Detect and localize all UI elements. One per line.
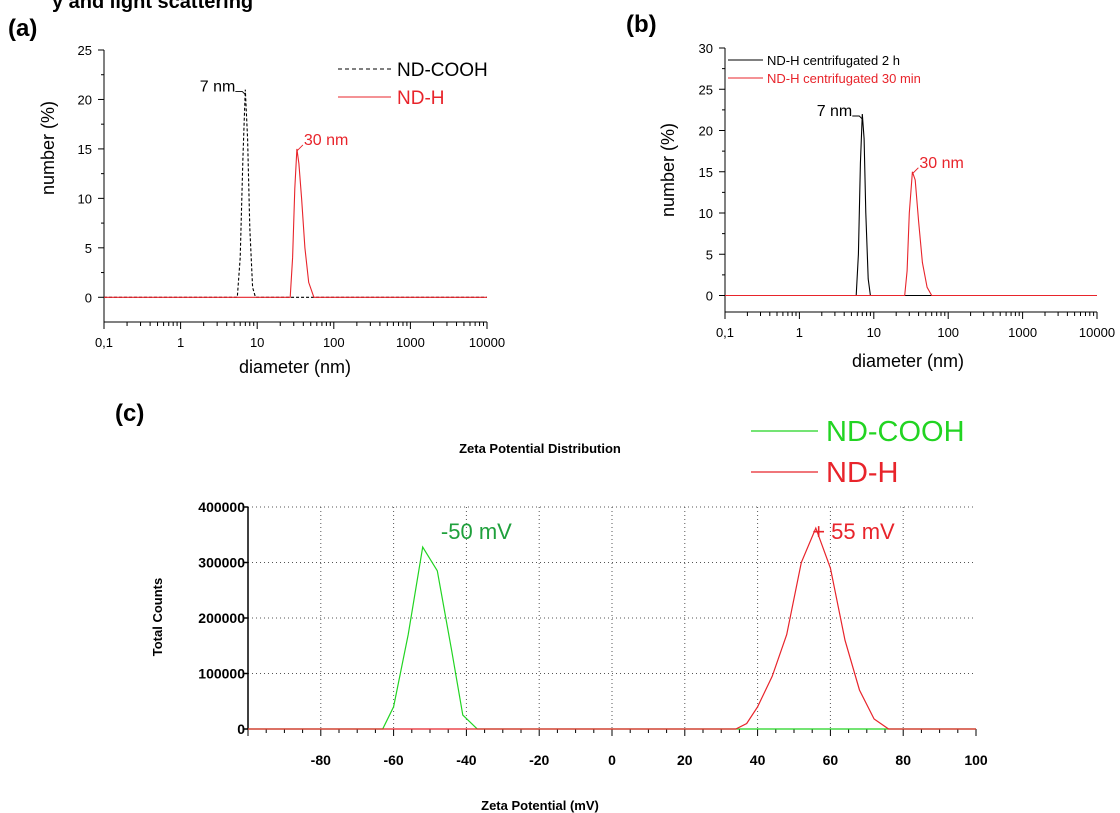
panel-c-x-tick-label: -40 xyxy=(456,752,476,768)
panel-c-series-0-line xyxy=(248,545,976,730)
panel-b-x-tick-label: 10 xyxy=(867,325,881,340)
heading-fragment: y and light scattering xyxy=(52,0,253,13)
panel-c-x-tick-label: -20 xyxy=(529,752,549,768)
panel-b-y-tick-label: 10 xyxy=(699,206,713,221)
panel-c-x-tick-label: 0 xyxy=(608,752,616,768)
panel-c-y-tick-label: 400000 xyxy=(198,499,245,515)
panel-a-x-tick-label: 10000 xyxy=(469,335,505,350)
panel-b-y-tick-label: 25 xyxy=(699,82,713,97)
panel-c-label: (c) xyxy=(115,400,144,427)
panel-a-x-tick-label: 10 xyxy=(250,335,264,350)
panel-c-title: Zeta Potential Distribution xyxy=(459,441,621,456)
panel-a-label: (a) xyxy=(8,15,37,42)
panel-b-annotation-30nm-leader xyxy=(912,167,919,175)
panel-a-y-tick-label: 0 xyxy=(85,290,92,305)
panel-c-x-tick-label: -80 xyxy=(311,752,331,768)
panel-b-annotation-7nm-leader xyxy=(852,115,863,120)
panel-b-x-tick-label: 10000 xyxy=(1079,325,1115,340)
panel-c-legend-nd-cooh: ND-COOH xyxy=(826,416,965,448)
panel-b-series-1-line xyxy=(725,171,1097,297)
panel-c-x-tick-label: -60 xyxy=(383,752,403,768)
panel-c-y-tick-label: 0 xyxy=(237,721,245,737)
panel-a-y-tick-label: 10 xyxy=(78,191,92,206)
panel-a-series-0-line xyxy=(104,89,487,298)
panel-b-y-axis-title: number (%) xyxy=(658,123,678,217)
panel-b-annotation-7nm: 7 nm xyxy=(817,103,853,120)
panel-c-annotation-h: + 55 mV xyxy=(812,519,895,544)
panel-b-annotation-30nm: 30 nm xyxy=(919,155,963,172)
panel-c-x-axis-title: Zeta Potential (mV) xyxy=(481,798,599,813)
panel-a-annotation-7nm-leader xyxy=(235,91,246,95)
chart-panel-a: 0 5 10 15 20 25 0,1 1 10 100 1000 10000 7 nm 30 nm di… xyxy=(38,43,505,377)
panel-c-y-tick-label: 300000 xyxy=(198,555,245,571)
panel-b-legend-30min: ND-H centrifugated 30 min xyxy=(767,71,921,86)
panel-c-x-tick-label: 100 xyxy=(964,752,988,768)
panel-c-y-axis-title: Total Counts xyxy=(150,578,165,656)
panel-a-x-axis-title: diameter (nm) xyxy=(239,357,351,377)
panel-c-x-tick-label: 80 xyxy=(895,752,911,768)
panel-b-x-axis-title: diameter (nm) xyxy=(852,351,964,371)
panel-b-x-tick-label: 1000 xyxy=(1008,325,1037,340)
panel-b-y-tick-label: 0 xyxy=(706,289,713,304)
panel-b-y-tick-label: 5 xyxy=(706,247,713,262)
panel-b-label: (b) xyxy=(626,11,657,38)
panel-a-y-tick-label: 25 xyxy=(78,43,92,58)
panel-c-x-tick-label: 40 xyxy=(750,752,766,768)
panel-c-annotation-cooh: -50 mV xyxy=(441,519,512,544)
panel-a-annotation-7nm: 7 nm xyxy=(200,79,236,96)
panel-a-x-tick-label: 0,1 xyxy=(95,335,113,350)
panel-b-x-tick-label: 1 xyxy=(796,325,803,340)
chart-panel-c: Zeta Potential Distribution 0 100000 20000… xyxy=(150,416,988,813)
panel-b-series-0-line xyxy=(725,113,1097,297)
panel-a-annotation-30nm: 30 nm xyxy=(304,132,348,149)
panel-c-y-tick-label: 100000 xyxy=(198,666,245,682)
panel-a-series-1-line xyxy=(104,148,487,298)
panel-b-y-tick-label: 20 xyxy=(699,124,713,139)
panel-a-y-tick-label: 20 xyxy=(78,92,92,107)
panel-c-y-tick-label: 200000 xyxy=(198,610,245,626)
panel-a-x-tick-label: 1 xyxy=(177,335,184,350)
panel-a-x-tick-label: 100 xyxy=(323,335,345,350)
panel-c-x-tick-label: 20 xyxy=(677,752,693,768)
panel-b-y-tick-label: 30 xyxy=(699,41,713,56)
panel-a-legend-nd-h: ND-H xyxy=(397,88,445,109)
panel-a-y-tick-label: 15 xyxy=(78,142,92,157)
panel-c-legend-nd-h: ND-H xyxy=(826,457,899,489)
panel-b-y-tick-label: 15 xyxy=(699,165,713,180)
panel-b-x-tick-label: 0,1 xyxy=(716,325,734,340)
panel-a-legend-nd-cooh: ND-COOH xyxy=(397,60,488,81)
panel-a-y-tick-label: 5 xyxy=(85,241,92,256)
panel-a-y-axis-title: number (%) xyxy=(38,101,58,195)
panel-a-annotation-30nm-leader xyxy=(296,144,304,152)
panel-c-series-1-line xyxy=(248,526,976,730)
panel-a-x-tick-label: 1000 xyxy=(396,335,425,350)
panel-b-x-tick-label: 100 xyxy=(937,325,959,340)
panel-b-legend-2h: ND-H centrifugated 2 h xyxy=(767,53,900,68)
panel-c-x-tick-label: 60 xyxy=(823,752,839,768)
